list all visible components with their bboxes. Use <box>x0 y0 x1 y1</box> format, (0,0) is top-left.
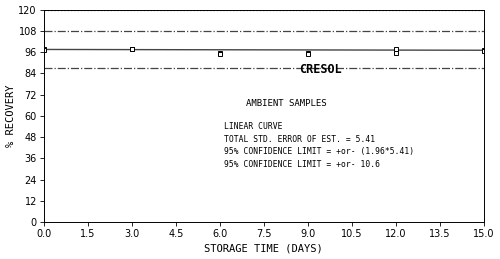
Text: AMBIENT SAMPLES: AMBIENT SAMPLES <box>246 99 327 108</box>
Text: CRESOL: CRESOL <box>300 63 343 76</box>
Y-axis label: % RECOVERY: % RECOVERY <box>6 85 16 147</box>
Text: LINEAR CURVE
TOTAL STD. ERROR OF EST. = 5.41
95% CONFIDENCE LIMIT = +or- (1.96*5: LINEAR CURVE TOTAL STD. ERROR OF EST. = … <box>224 123 414 169</box>
X-axis label: STORAGE TIME (DAYS): STORAGE TIME (DAYS) <box>204 243 323 254</box>
